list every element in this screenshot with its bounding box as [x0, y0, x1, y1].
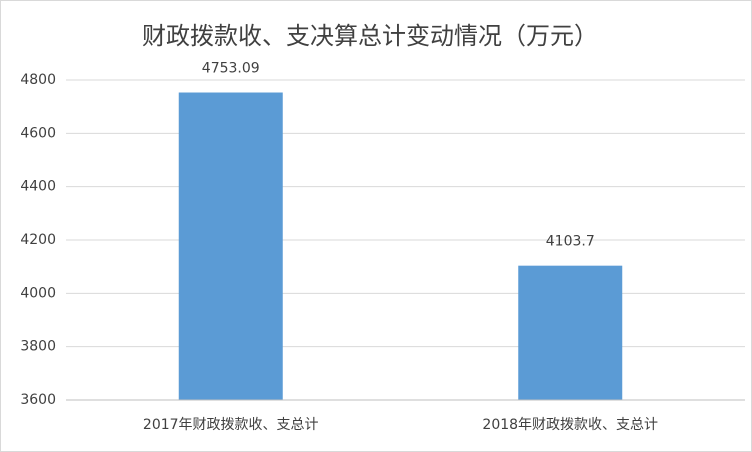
x-tick-label: 2018年财政拨款收、支总计 — [482, 417, 658, 433]
data-label: 4753.09 — [202, 61, 260, 77]
y-tick-label: 4200 — [20, 232, 56, 248]
y-tick-label: 4400 — [20, 179, 56, 195]
bar — [178, 92, 283, 400]
y-tick-label: 3600 — [20, 392, 56, 408]
y-tick-label: 4000 — [20, 285, 56, 301]
y-tick-label: 4800 — [20, 72, 56, 88]
bar — [518, 265, 623, 400]
y-tick-label: 3800 — [20, 339, 56, 355]
x-tick-label: 2017年财政拨款收、支总计 — [143, 417, 319, 433]
data-label: 4103.7 — [546, 234, 595, 250]
y-tick-label: 4600 — [20, 125, 56, 141]
chart-title: 财政拨款收、支决算总计变动情况（万元） — [142, 22, 598, 50]
